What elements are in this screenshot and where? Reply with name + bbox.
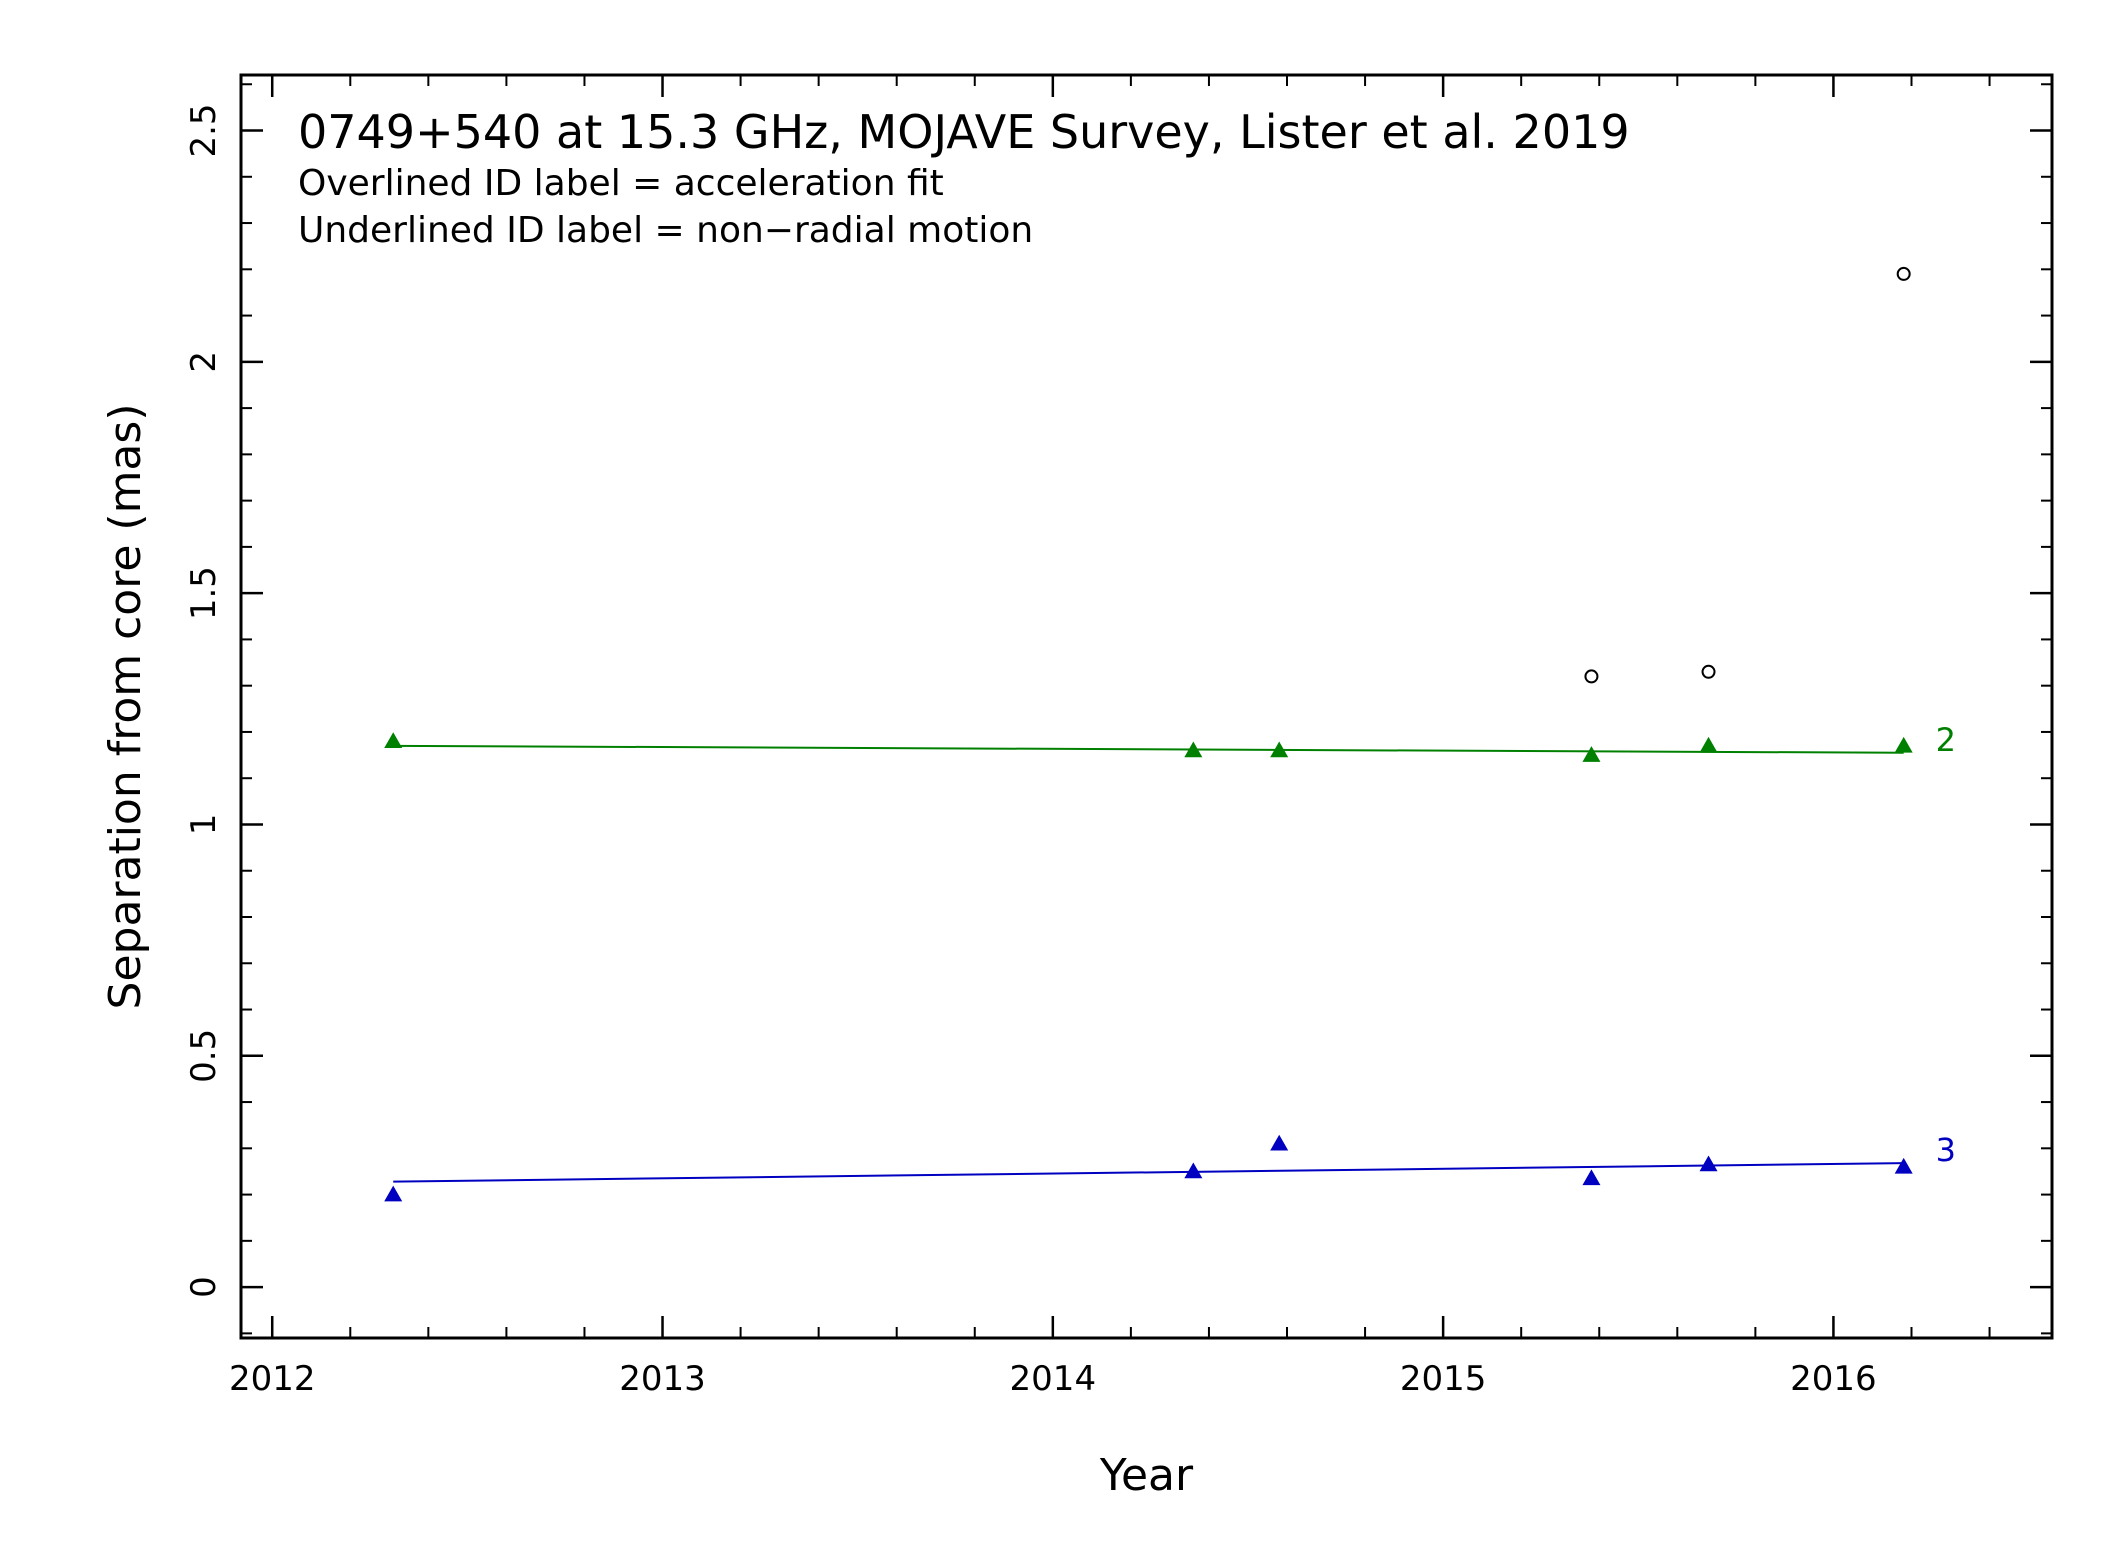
y-tick-label: 0	[184, 1276, 224, 1298]
series-3: 3	[384, 1131, 1956, 1202]
y-tick-label: 0.5	[184, 1029, 224, 1083]
y-tick-label: 2.5	[184, 103, 224, 157]
series-unassigned	[1584, 266, 1911, 684]
data-point-2	[1894, 736, 1913, 753]
x-tick-label: 2012	[229, 1359, 316, 1399]
y-axis-label: Separation from core (mas)	[100, 404, 151, 1010]
data-point-3	[1270, 1134, 1289, 1151]
fit-line-3	[393, 1162, 1904, 1183]
note-acceleration-fit: Overlined ID label = acceleration fit	[298, 163, 944, 204]
data-point-3	[1699, 1155, 1718, 1172]
data-point-2	[1184, 741, 1203, 758]
data-point-unassigned	[1584, 669, 1599, 684]
fit-line-2	[393, 744, 1904, 754]
note-non-radial-motion: Underlined ID label = non−radial motion	[298, 210, 1033, 251]
x-axis-label: Year	[1099, 1450, 1194, 1501]
chart-title: 0749+540 at 15.3 GHz, MOJAVE Survey, Lis…	[298, 105, 1630, 159]
x-tick-label: 2014	[1010, 1359, 1097, 1399]
data-point-3	[384, 1185, 403, 1202]
ticks-layer: 2012 2013 2014 2015 2016 0 0.5 1 1.5 2 2.5	[184, 75, 2052, 1399]
data-point-unassigned	[1701, 664, 1716, 679]
series-label-2: 2	[1936, 721, 1956, 759]
data-point-2	[1699, 736, 1718, 753]
data-point-3	[1184, 1162, 1203, 1179]
data-point-2	[1270, 741, 1289, 758]
x-tick-label: 2013	[619, 1359, 706, 1399]
plot-frame	[239, 73, 2054, 1340]
y-tick-label: 2	[184, 351, 224, 373]
series-2: 2	[384, 721, 1956, 762]
y-tick-label: 1.5	[184, 566, 224, 620]
data-point-3	[1894, 1157, 1913, 1174]
data-point-2	[1582, 746, 1601, 762]
data-point-unassigned	[1896, 266, 1911, 281]
data-point-3	[1582, 1169, 1601, 1186]
x-tick-label: 2016	[1790, 1359, 1877, 1399]
series-label-3: 3	[1936, 1131, 1956, 1169]
series-layer: 23	[384, 266, 1956, 1202]
x-tick-label: 2015	[1400, 1359, 1487, 1399]
data-point-2	[384, 732, 403, 748]
y-tick-label: 1	[184, 814, 224, 836]
